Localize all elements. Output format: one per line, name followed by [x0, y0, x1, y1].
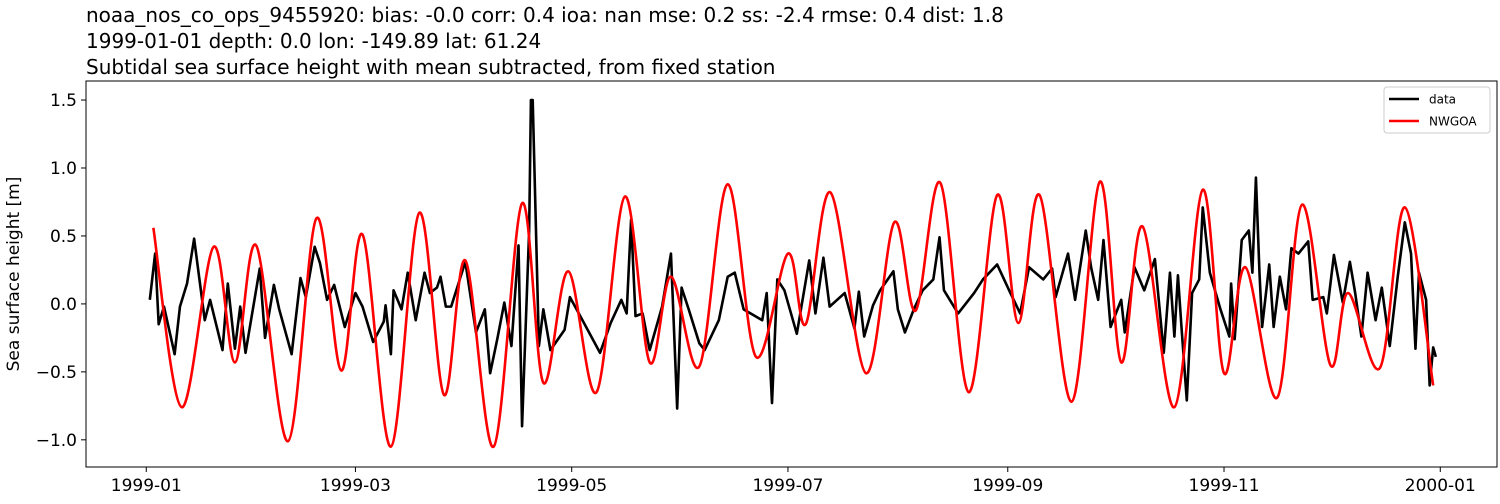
y-axis-label: Sea surface height [m] [4, 177, 24, 372]
x-tick-label: 1999-05 [536, 476, 607, 496]
series-line-data [148, 98, 1438, 428]
y-tick-label: 1.5 [50, 91, 77, 111]
title-line-3: Subtidal sea surface height with mean su… [86, 55, 775, 79]
series-line-nwgoa [152, 180, 1435, 448]
title-line-2: 1999-01-01 depth: 0.0 lon: -149.89 lat: … [86, 29, 541, 53]
x-tick-label: 1999-03 [320, 476, 391, 496]
series-layer [148, 98, 1438, 448]
x-axis: 1999-01 1999-03 1999-05 1999-07 1999-09 1999-… [111, 467, 1476, 496]
x-tick-label: 1999-11 [1189, 476, 1260, 496]
plot-frame [85, 80, 1498, 468]
y-axis: −1.0 −0.5 0.0 0.5 1.0 1.5 [36, 91, 86, 451]
y-tick-label: 0.0 [50, 295, 77, 315]
chart-title: noaa_nos_co_ops_9455920: bias: -0.0 corr… [86, 3, 1004, 79]
legend-label-nwgoa: NWGOA [1429, 115, 1477, 129]
legend-label-data: data [1429, 93, 1456, 107]
legend: data NWGOA [1383, 86, 1491, 134]
title-line-1: noaa_nos_co_ops_9455920: bias: -0.0 corr… [86, 3, 1004, 27]
x-tick-label: 1999-07 [752, 476, 823, 496]
y-tick-label: 0.5 [50, 227, 77, 247]
x-tick-label: 1999-09 [972, 476, 1043, 496]
x-tick-label: 2000-01 [1405, 476, 1476, 496]
y-tick-label: −1.0 [36, 431, 77, 451]
x-tick-label: 1999-01 [111, 476, 182, 496]
y-tick-label: −0.5 [36, 363, 77, 383]
y-tick-label: 1.0 [50, 159, 77, 179]
